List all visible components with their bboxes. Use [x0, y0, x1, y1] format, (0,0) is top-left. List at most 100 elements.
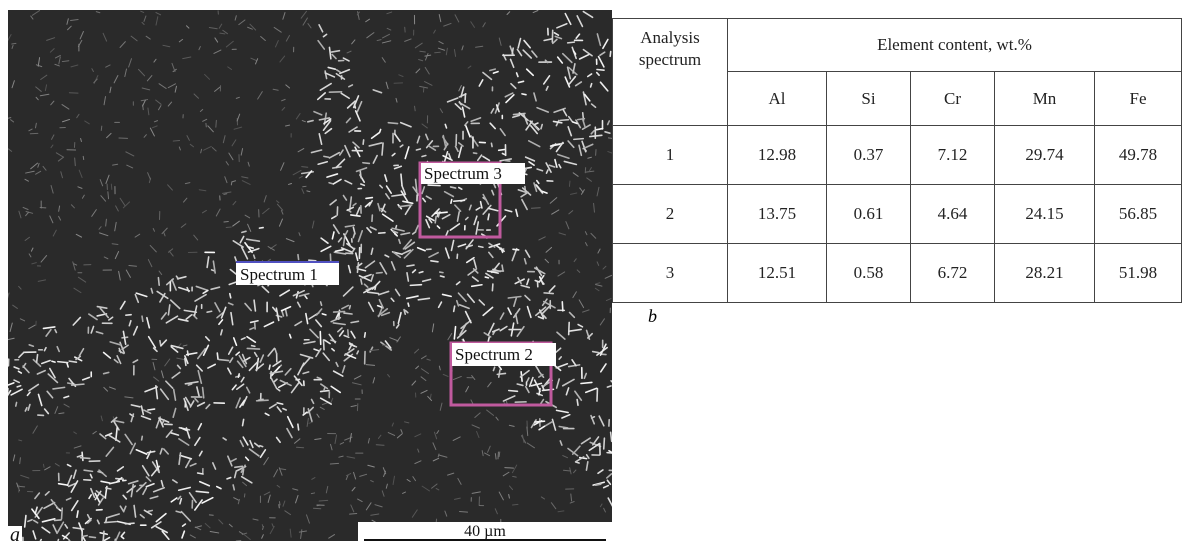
texture-stroke: [401, 174, 402, 185]
scale-bar-label: 40 µm: [464, 523, 506, 540]
cell: 56.85: [1095, 185, 1182, 244]
texture-stroke: [502, 265, 503, 271]
row-label: 3: [613, 244, 728, 303]
texture-stroke: [238, 374, 239, 377]
texture-stroke: [581, 382, 592, 383]
texture-stroke: [142, 436, 143, 440]
texture-stroke: [563, 470, 570, 471]
texture-stroke: [562, 302, 563, 311]
texture-stroke: [198, 473, 203, 474]
row-header: Analysis spectrum: [613, 19, 728, 126]
texture-stroke: [302, 167, 308, 168]
texture-stroke: [597, 70, 604, 71]
cell: 28.21: [995, 244, 1095, 303]
texture-stroke: [415, 106, 416, 111]
texture-stroke: [103, 531, 104, 541]
cell: 12.51: [728, 244, 827, 303]
texture-stroke: [59, 413, 64, 414]
texture-stroke: [366, 198, 372, 199]
texture-stroke: [488, 214, 489, 220]
texture-stroke: [380, 129, 381, 132]
texture-stroke: [349, 306, 350, 309]
texture-stroke: [309, 260, 316, 261]
cell: 7.12: [911, 126, 995, 185]
cell: 29.74: [995, 126, 1095, 185]
texture-stroke: [148, 510, 152, 511]
texture-stroke: [382, 143, 383, 155]
texture-stroke: [522, 94, 526, 95]
texture-stroke: [591, 84, 592, 87]
cell: 13.75: [728, 185, 827, 244]
texture-stroke: [20, 458, 21, 464]
texture-stroke: [396, 226, 397, 229]
texture-stroke: [219, 360, 229, 361]
group-header: Element content, wt.%: [728, 19, 1182, 72]
cell: 49.78: [1095, 126, 1182, 185]
texture-stroke: [101, 126, 102, 130]
texture-stroke: [224, 194, 227, 195]
texture-stroke: [344, 313, 352, 314]
texture-stroke: [12, 43, 16, 44]
texture-stroke: [108, 192, 109, 199]
texture-stroke: [252, 346, 255, 347]
texture-stroke: [435, 216, 436, 222]
texture-stroke: [479, 246, 483, 247]
texture-stroke: [148, 409, 155, 410]
texture-stroke: [574, 139, 583, 140]
panel-label: a: [10, 524, 20, 541]
texture-stroke: [388, 123, 397, 124]
texture-stroke: [217, 353, 218, 359]
cell: 0.61: [827, 185, 911, 244]
column-header: Al: [728, 72, 827, 126]
texture-stroke: [324, 387, 325, 390]
texture-stroke: [324, 156, 329, 157]
texture-stroke: [173, 141, 179, 142]
texture-stroke: [513, 249, 519, 250]
sem-image: Spectrum 3 Spectrum 1 Spectrum 2 40 µm a: [8, 10, 612, 541]
texture-stroke: [75, 158, 76, 166]
texture-stroke: [260, 446, 263, 447]
texture-stroke: [16, 402, 17, 406]
texture-stroke: [233, 485, 234, 490]
texture-stroke: [126, 315, 131, 316]
texture-stroke: [509, 391, 518, 392]
texture-stroke: [577, 400, 578, 406]
texture-stroke: [535, 421, 545, 422]
texture-stroke: [408, 303, 409, 306]
spectrum-label: Spectrum 1: [240, 265, 318, 284]
texture-stroke: [311, 493, 314, 494]
table-row: 213.750.614.6424.1556.85: [613, 185, 1182, 244]
texture-stroke: [243, 419, 244, 425]
texture-stroke: [422, 156, 426, 157]
texture-stroke: [609, 470, 612, 471]
texture-stroke: [485, 277, 488, 278]
texture-stroke: [243, 469, 244, 474]
texture-stroke: [407, 265, 414, 266]
texture-stroke: [321, 391, 329, 392]
texture-stroke: [106, 488, 111, 489]
texture-stroke: [560, 120, 568, 121]
texture-stroke: [111, 184, 112, 189]
texture-stroke: [597, 129, 603, 130]
texture-stroke: [80, 458, 89, 459]
page: Figure {"image": {"panel_label": "a", "s…: [0, 0, 1185, 541]
texture-stroke: [188, 384, 191, 385]
texture-stroke: [361, 279, 362, 284]
cell: 0.58: [827, 244, 911, 303]
texture-stroke: [568, 42, 575, 43]
texture-stroke: [207, 311, 212, 312]
texture-stroke: [513, 476, 517, 477]
texture-stroke: [259, 228, 263, 229]
cell: 51.98: [1095, 244, 1182, 303]
table-row: 312.510.586.7228.2151.98: [613, 244, 1182, 303]
texture-stroke: [569, 181, 570, 186]
texture-stroke: [350, 514, 357, 515]
texture-stroke: [37, 355, 38, 363]
texture-stroke: [593, 352, 599, 353]
panel-label: b: [648, 306, 657, 327]
texture-stroke: [365, 333, 366, 337]
texture-stroke: [235, 466, 243, 467]
texture-stroke: [363, 163, 369, 164]
texture-stroke: [611, 432, 612, 441]
texture-stroke: [451, 200, 452, 204]
